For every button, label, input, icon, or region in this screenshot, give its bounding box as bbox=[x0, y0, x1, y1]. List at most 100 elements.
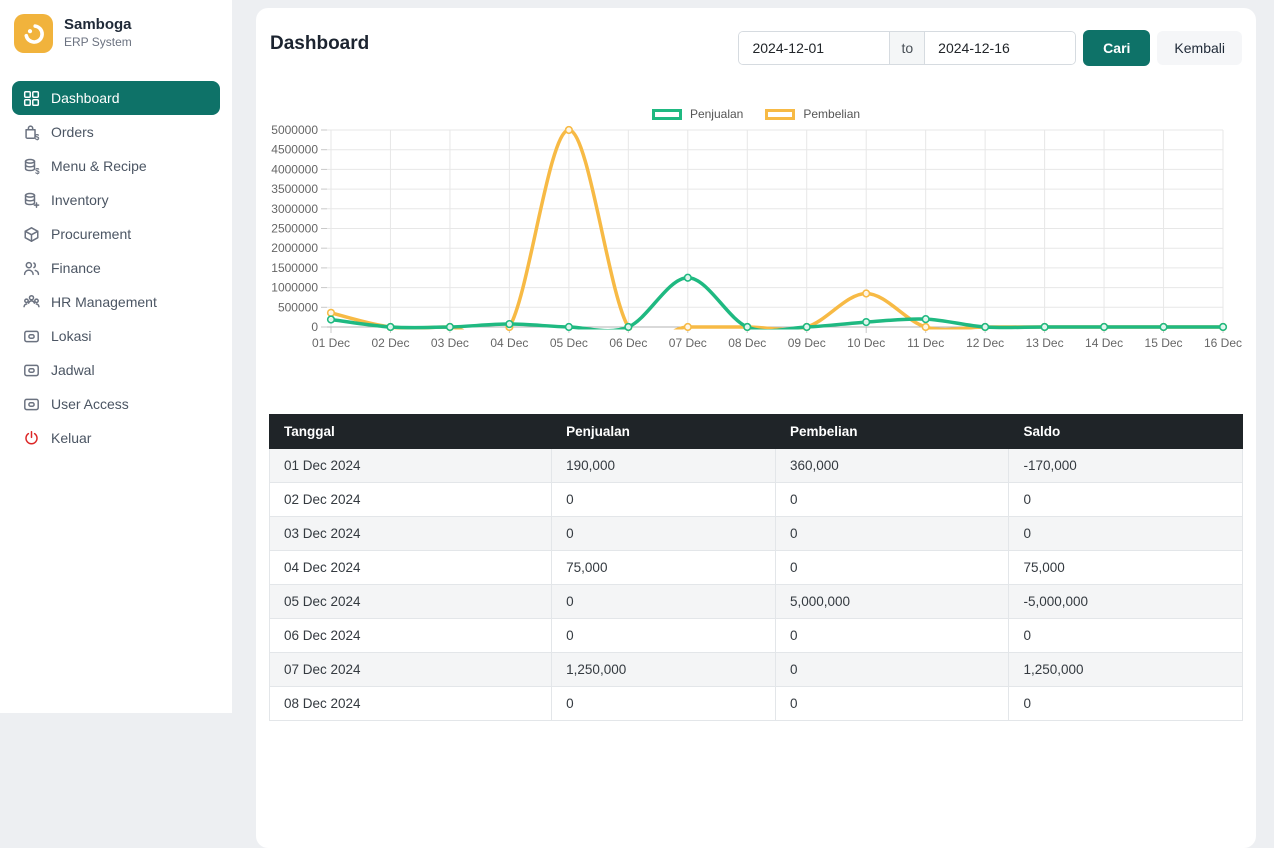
orders-bag-icon: $ bbox=[23, 124, 40, 141]
sidebar-item-finance[interactable]: Finance bbox=[12, 251, 220, 285]
sidebar-item-orders[interactable]: $ Orders bbox=[12, 115, 220, 149]
series-pembelian bbox=[331, 130, 1223, 342]
sidebar-item-menu-recipe[interactable]: $ Menu & Recipe bbox=[12, 149, 220, 183]
sidebar-item-inventory[interactable]: Inventory bbox=[12, 183, 220, 217]
table-cell: 08 Dec 2024 bbox=[270, 687, 552, 721]
svg-text:1500000: 1500000 bbox=[271, 261, 318, 275]
pie-chart-logo-icon bbox=[22, 22, 46, 46]
sidebar-item-label: Inventory bbox=[51, 183, 109, 217]
sidebar-item-user-access[interactable]: User Access bbox=[12, 387, 220, 421]
table-cell: 190,000 bbox=[552, 449, 776, 483]
table-cell: 07 Dec 2024 bbox=[270, 653, 552, 687]
chart-legend: Penjualan Pembelian bbox=[269, 106, 1243, 122]
svg-text:$: $ bbox=[35, 166, 40, 174]
legend-label: Penjualan bbox=[690, 107, 743, 121]
sidebar-item-label: Menu & Recipe bbox=[51, 149, 147, 183]
table-cell: 04 Dec 2024 bbox=[270, 551, 552, 585]
sidebar-item-jadwal[interactable]: Jadwal bbox=[12, 353, 220, 387]
card-icon bbox=[23, 362, 40, 379]
svg-text:04 Dec: 04 Dec bbox=[490, 336, 528, 350]
svg-text:14 Dec: 14 Dec bbox=[1085, 336, 1123, 350]
sidebar-item-dashboard[interactable]: Dashboard bbox=[12, 81, 220, 115]
table-cell: 0 bbox=[1009, 483, 1243, 517]
page-title: Dashboard bbox=[270, 30, 369, 55]
sidebar-item-keluar[interactable]: Keluar bbox=[12, 421, 220, 455]
table-cell: 0 bbox=[775, 551, 1009, 585]
sidebar-item-label: HR Management bbox=[51, 285, 157, 319]
date-from-input[interactable] bbox=[739, 32, 889, 64]
table-cell: 5,000,000 bbox=[775, 585, 1009, 619]
card-icon bbox=[23, 396, 40, 413]
sidebar-item-procurement[interactable]: Procurement bbox=[12, 217, 220, 251]
database-plus-icon bbox=[23, 192, 40, 209]
date-to-input[interactable] bbox=[925, 32, 1075, 64]
users-group-icon bbox=[23, 294, 40, 311]
svg-text:02 Dec: 02 Dec bbox=[371, 336, 409, 350]
table-cell: 360,000 bbox=[775, 449, 1009, 483]
sidebar: Samboga ERP System Dashboard $ Orders $ Menu… bbox=[0, 0, 232, 713]
users-icon bbox=[23, 260, 40, 277]
svg-text:08 Dec: 08 Dec bbox=[728, 336, 766, 350]
sidebar-item-label: Orders bbox=[51, 115, 94, 149]
sidebar-item-label: Finance bbox=[51, 251, 101, 285]
legend-swatch bbox=[652, 109, 682, 120]
svg-text:4000000: 4000000 bbox=[271, 162, 318, 176]
sidebar-item-lokasi[interactable]: Lokasi bbox=[12, 319, 220, 353]
back-button[interactable]: Kembali bbox=[1157, 31, 1242, 65]
main-area: Dashboard to Cari Kembali Penjualan Pembe… bbox=[232, 0, 1274, 713]
sidebar-item-hr-management[interactable]: HR Management bbox=[12, 285, 220, 319]
table-cell: 0 bbox=[775, 517, 1009, 551]
table-cell: 06 Dec 2024 bbox=[270, 619, 552, 653]
column-header-tanggal: Tanggal bbox=[270, 415, 552, 449]
svg-text:10 Dec: 10 Dec bbox=[847, 336, 885, 350]
table-cell: 0 bbox=[775, 619, 1009, 653]
svg-text:12 Dec: 12 Dec bbox=[966, 336, 1004, 350]
svg-text:500000: 500000 bbox=[278, 300, 318, 314]
database-dollar-icon: $ bbox=[23, 158, 40, 175]
date-range-group: to bbox=[738, 31, 1076, 65]
table-cell: -5,000,000 bbox=[1009, 585, 1243, 619]
table-cell: 0 bbox=[1009, 517, 1243, 551]
power-icon bbox=[23, 430, 40, 447]
svg-text:06 Dec: 06 Dec bbox=[609, 336, 647, 350]
column-header-saldo: Saldo bbox=[1009, 415, 1243, 449]
table-cell: 01 Dec 2024 bbox=[270, 449, 552, 483]
sidebar-item-label: Dashboard bbox=[51, 81, 120, 115]
svg-text:15 Dec: 15 Dec bbox=[1145, 336, 1183, 350]
table-cell: 0 bbox=[552, 687, 776, 721]
table-cell: 0 bbox=[1009, 687, 1243, 721]
table-cell: 0 bbox=[552, 585, 776, 619]
table-cell: 0 bbox=[552, 483, 776, 517]
svg-text:05 Dec: 05 Dec bbox=[550, 336, 588, 350]
svg-text:07 Dec: 07 Dec bbox=[669, 336, 707, 350]
dashboard-card: Dashboard to Cari Kembali Penjualan Pembe… bbox=[256, 8, 1256, 848]
date-range-separator: to bbox=[889, 32, 925, 64]
column-header-pembelian: Pembelian bbox=[775, 415, 1009, 449]
legend-item-pembelian[interactable]: Pembelian bbox=[765, 107, 860, 121]
search-button[interactable]: Cari bbox=[1083, 30, 1150, 66]
table-cell: 1,250,000 bbox=[552, 653, 776, 687]
sidebar-item-label: Keluar bbox=[51, 421, 91, 455]
sidebar-item-label: Lokasi bbox=[51, 319, 91, 353]
app-subtitle: ERP System bbox=[64, 35, 132, 51]
svg-text:09 Dec: 09 Dec bbox=[788, 336, 826, 350]
box-icon bbox=[23, 226, 40, 243]
app-name: Samboga bbox=[64, 16, 132, 35]
app-logo bbox=[14, 14, 53, 53]
legend-item-penjualan[interactable]: Penjualan bbox=[652, 107, 743, 121]
table-cell: 75,000 bbox=[552, 551, 776, 585]
table-cell: 0 bbox=[775, 687, 1009, 721]
svg-text:16 Dec: 16 Dec bbox=[1204, 336, 1242, 350]
table-cell: -170,000 bbox=[1009, 449, 1243, 483]
date-filter-controls: to Cari Kembali bbox=[738, 30, 1242, 66]
